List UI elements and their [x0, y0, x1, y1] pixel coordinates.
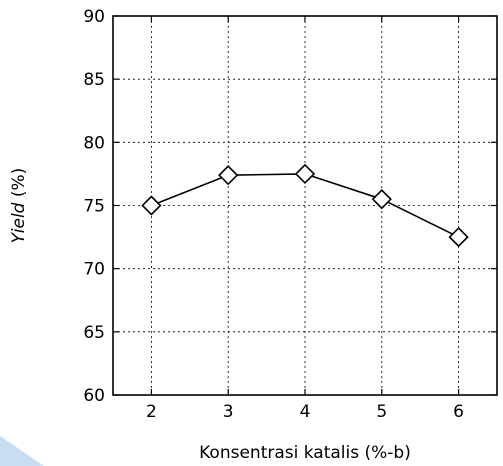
x-tick-label: 2: [146, 402, 157, 422]
x-tick-label: 5: [376, 402, 387, 422]
x-tick-label: 3: [223, 402, 234, 422]
y-tick-label: 90: [83, 7, 105, 27]
y-axis-title: Yield (%): [9, 168, 29, 244]
y-axis-title-italic: Yield: [9, 202, 29, 243]
tick-labels: 2 3 4 5 6 60 65 70 75 80 85 90: [83, 7, 464, 422]
y-axis-title-unit: (%): [9, 168, 29, 203]
x-tick-label: 6: [453, 402, 464, 422]
grid: [113, 16, 497, 395]
series-group: [141, 163, 469, 248]
x-tick-label: 4: [300, 402, 311, 422]
y-tick-label: 70: [83, 260, 105, 280]
y-tick-label: 65: [83, 323, 105, 343]
y-tick-label: 60: [83, 386, 105, 406]
y-tick-label: 85: [83, 70, 105, 90]
data-point-marker: [448, 226, 469, 248]
plot-frame: [112, 15, 498, 396]
data-point-marker: [371, 189, 392, 210]
y-tick-label: 75: [83, 197, 105, 217]
corner-decoration: [0, 436, 44, 466]
y-tick-label: 80: [83, 133, 105, 153]
x-axis-title: Konsentrasi katalis (%-b): [199, 443, 411, 463]
data-point-marker: [141, 195, 162, 216]
data-point-marker: [218, 165, 239, 186]
data-point-marker: [294, 163, 316, 185]
